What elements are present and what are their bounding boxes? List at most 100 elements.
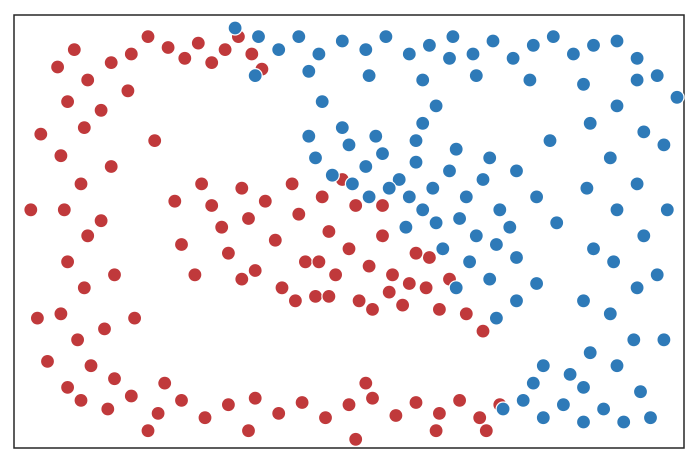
- red-point-78: [321, 223, 337, 240]
- red-point-27: [103, 158, 119, 175]
- blue-point-28: [669, 89, 685, 105]
- red-point-25: [59, 379, 76, 395]
- blue-point-64: [616, 414, 632, 430]
- red-point-49: [341, 397, 357, 413]
- red-point-105: [287, 293, 303, 309]
- blue-point-56: [542, 133, 558, 149]
- red-point-88: [418, 280, 434, 296]
- blue-point-44: [632, 384, 649, 400]
- red-point-43: [197, 410, 213, 426]
- red-point-40: [123, 388, 139, 404]
- series-blue-points: [227, 20, 685, 430]
- blue-point-100: [482, 150, 498, 166]
- red-point-22: [53, 306, 69, 322]
- red-point-92: [374, 197, 391, 214]
- red-point-1: [66, 41, 82, 58]
- blue-point-1: [250, 28, 267, 45]
- blue-point-0: [227, 20, 243, 36]
- blue-point-20: [247, 67, 263, 84]
- red-point-48: [317, 410, 334, 426]
- red-point-63: [358, 375, 374, 391]
- red-point-99: [381, 284, 397, 300]
- blue-point-70: [358, 158, 374, 175]
- red-point-57: [140, 423, 156, 439]
- blue-point-24: [468, 67, 484, 84]
- blue-point-38: [636, 228, 652, 244]
- blue-point-51: [656, 137, 672, 153]
- red-point-31: [106, 371, 123, 387]
- blue-point-11: [465, 46, 481, 62]
- red-point-86: [395, 297, 411, 313]
- blue-point-32: [629, 72, 645, 88]
- red-point-71: [267, 232, 283, 248]
- red-point-29: [106, 267, 123, 283]
- blue-point-78: [492, 202, 508, 218]
- blue-point-5: [334, 33, 350, 49]
- blue-point-55: [642, 410, 659, 426]
- red-point-5: [140, 28, 156, 45]
- red-point-72: [274, 280, 290, 296]
- red-point-45: [247, 390, 263, 406]
- red-point-52: [408, 394, 424, 411]
- red-point-2: [80, 72, 96, 88]
- blue-point-13: [505, 50, 521, 66]
- red-point-70: [257, 193, 273, 209]
- blue-point-94: [401, 189, 417, 205]
- red-point-36: [120, 83, 136, 99]
- blue-point-58: [495, 401, 511, 417]
- blue-point-104: [508, 293, 525, 309]
- blue-point-106: [549, 215, 565, 231]
- red-point-77: [314, 189, 330, 205]
- red-point-38: [73, 392, 89, 408]
- series-red-points: [23, 28, 508, 447]
- red-point-104: [234, 271, 250, 287]
- red-point-24: [83, 358, 99, 374]
- blue-point-46: [579, 180, 595, 196]
- blue-point-68: [324, 167, 340, 183]
- blue-point-91: [448, 280, 464, 296]
- red-point-37: [127, 310, 143, 326]
- red-point-20: [59, 254, 76, 270]
- red-point-35: [39, 353, 56, 369]
- blue-point-17: [585, 37, 602, 53]
- blue-point-65: [525, 375, 541, 391]
- red-point-67: [234, 180, 250, 196]
- red-point-21: [76, 280, 92, 296]
- blue-point-67: [307, 150, 324, 166]
- red-point-19: [80, 228, 96, 244]
- blue-point-88: [344, 176, 360, 192]
- blue-point-92: [508, 249, 525, 266]
- red-point-97: [421, 249, 437, 266]
- blue-point-81: [468, 228, 484, 244]
- red-point-39: [100, 401, 116, 417]
- red-point-7: [177, 50, 193, 66]
- blue-point-15: [545, 28, 561, 45]
- red-point-42: [173, 392, 190, 408]
- blue-point-41: [602, 306, 618, 322]
- red-point-47: [294, 394, 310, 411]
- red-point-51: [388, 407, 404, 424]
- blue-point-35: [602, 150, 618, 166]
- blue-point-83: [435, 241, 451, 257]
- red-point-32: [33, 126, 49, 142]
- blue-point-8: [401, 46, 417, 62]
- blue-point-71: [374, 146, 391, 162]
- blue-point-95: [301, 128, 317, 144]
- red-point-53: [431, 405, 447, 421]
- red-point-30: [96, 321, 113, 337]
- blue-point-40: [629, 280, 645, 296]
- blue-point-77: [475, 171, 491, 188]
- red-point-17: [73, 176, 89, 192]
- red-point-18: [56, 202, 72, 218]
- blue-point-87: [361, 189, 377, 205]
- blue-point-53: [649, 267, 665, 283]
- blue-point-19: [629, 50, 645, 66]
- blue-point-45: [582, 115, 598, 131]
- red-point-14: [59, 93, 76, 110]
- blue-point-9: [421, 37, 437, 53]
- red-point-50: [364, 390, 381, 406]
- red-point-34: [29, 310, 46, 326]
- blue-point-16: [565, 46, 582, 62]
- blue-point-25: [522, 72, 538, 88]
- blue-point-4: [311, 46, 327, 62]
